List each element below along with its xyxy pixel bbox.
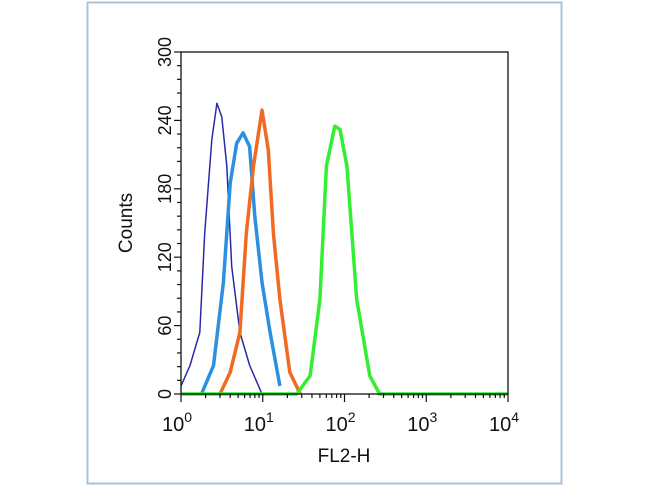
x-tick-base: 10 — [162, 414, 184, 436]
x-tick-base: 10 — [489, 414, 511, 436]
image-frame — [86, 1, 563, 485]
x-tick-exponent: 4 — [511, 409, 519, 425]
series-layer — [180, 102, 508, 396]
x-tick-label: 102 — [325, 409, 355, 436]
y-tick-label: 300 — [155, 37, 175, 67]
histogram-series-2 — [199, 131, 282, 395]
y-tick-label: 240 — [155, 105, 175, 135]
x-tick-base: 10 — [325, 414, 347, 436]
y-tick-label: 180 — [155, 174, 175, 204]
x-tick-exponent: 3 — [429, 409, 437, 425]
x-tick-label: 104 — [489, 409, 519, 436]
x-tick-base: 10 — [244, 414, 266, 436]
x-tick-label: 101 — [244, 409, 274, 436]
x-tick-exponent: 2 — [348, 409, 356, 425]
x-axis-label: FL2-H — [318, 446, 371, 467]
y-tick-label: 60 — [155, 316, 175, 336]
histogram-series-1 — [180, 102, 263, 395]
histogram-series-3 — [218, 108, 302, 395]
x-tick-exponent: 1 — [266, 409, 274, 425]
y-axis-label: Counts — [116, 193, 137, 253]
histogram-series-4 — [181, 124, 508, 396]
x-tick-base: 10 — [407, 414, 429, 436]
x-tick-exponent: 0 — [184, 409, 192, 425]
x-tick-label: 100 — [162, 409, 192, 436]
y-tick-label: 120 — [155, 242, 175, 272]
x-tick-label: 103 — [407, 409, 437, 436]
y-tick-label: 0 — [155, 389, 175, 399]
